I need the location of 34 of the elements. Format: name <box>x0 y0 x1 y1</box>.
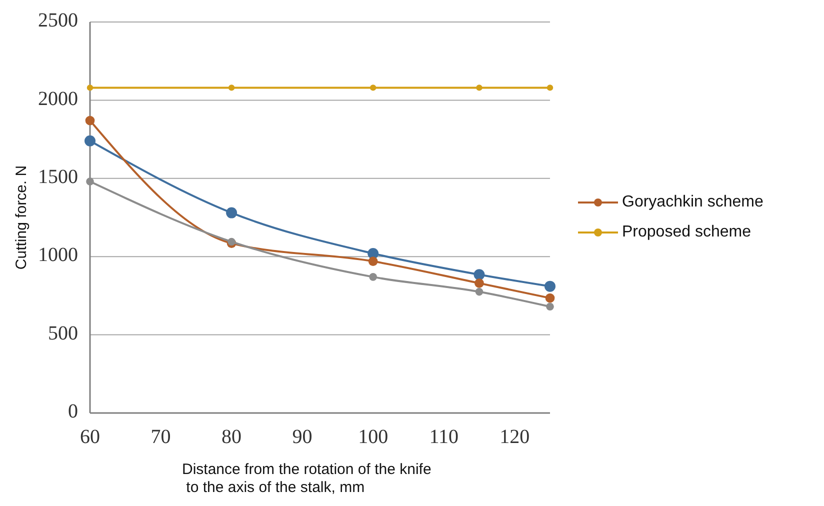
y-tick-label: 1500 <box>38 166 78 188</box>
point <box>474 269 485 280</box>
point <box>369 273 377 281</box>
x-tick-label: 90 <box>292 426 312 448</box>
y-tick-label: 0 <box>68 400 78 423</box>
y-tick-label: 2500 <box>38 10 78 32</box>
x-axis-title: Distance from the rotation of the knife to the axis of the stalk, mm <box>182 461 432 496</box>
point <box>475 288 484 296</box>
point <box>474 278 484 288</box>
point <box>370 84 376 91</box>
y-tick-label: 1000 <box>38 244 78 266</box>
x-tick-label: 80 <box>222 426 242 448</box>
y-tick-label: 500 <box>48 322 78 344</box>
point <box>226 207 238 218</box>
y-axis-title: Cutting force. N <box>13 165 30 270</box>
point <box>86 84 94 91</box>
point <box>545 293 555 303</box>
point <box>85 116 95 126</box>
x-tick-label: 60 <box>80 426 100 448</box>
y-tick-label: 2000 <box>38 88 78 110</box>
point <box>546 302 554 311</box>
legend-label: Goryachkin scheme <box>622 194 764 211</box>
point <box>228 84 235 91</box>
point <box>544 280 556 292</box>
x-tick-label: 110 <box>429 426 458 448</box>
x-tick-label: 100 <box>358 426 388 448</box>
legend-label: Proposed scheme <box>622 224 752 241</box>
point <box>86 178 94 186</box>
x-tick-label: 120 <box>500 426 530 448</box>
point <box>476 84 482 91</box>
x-tick-label: 70 <box>150 426 171 448</box>
point <box>368 256 378 266</box>
point <box>546 84 554 91</box>
point <box>84 135 96 146</box>
